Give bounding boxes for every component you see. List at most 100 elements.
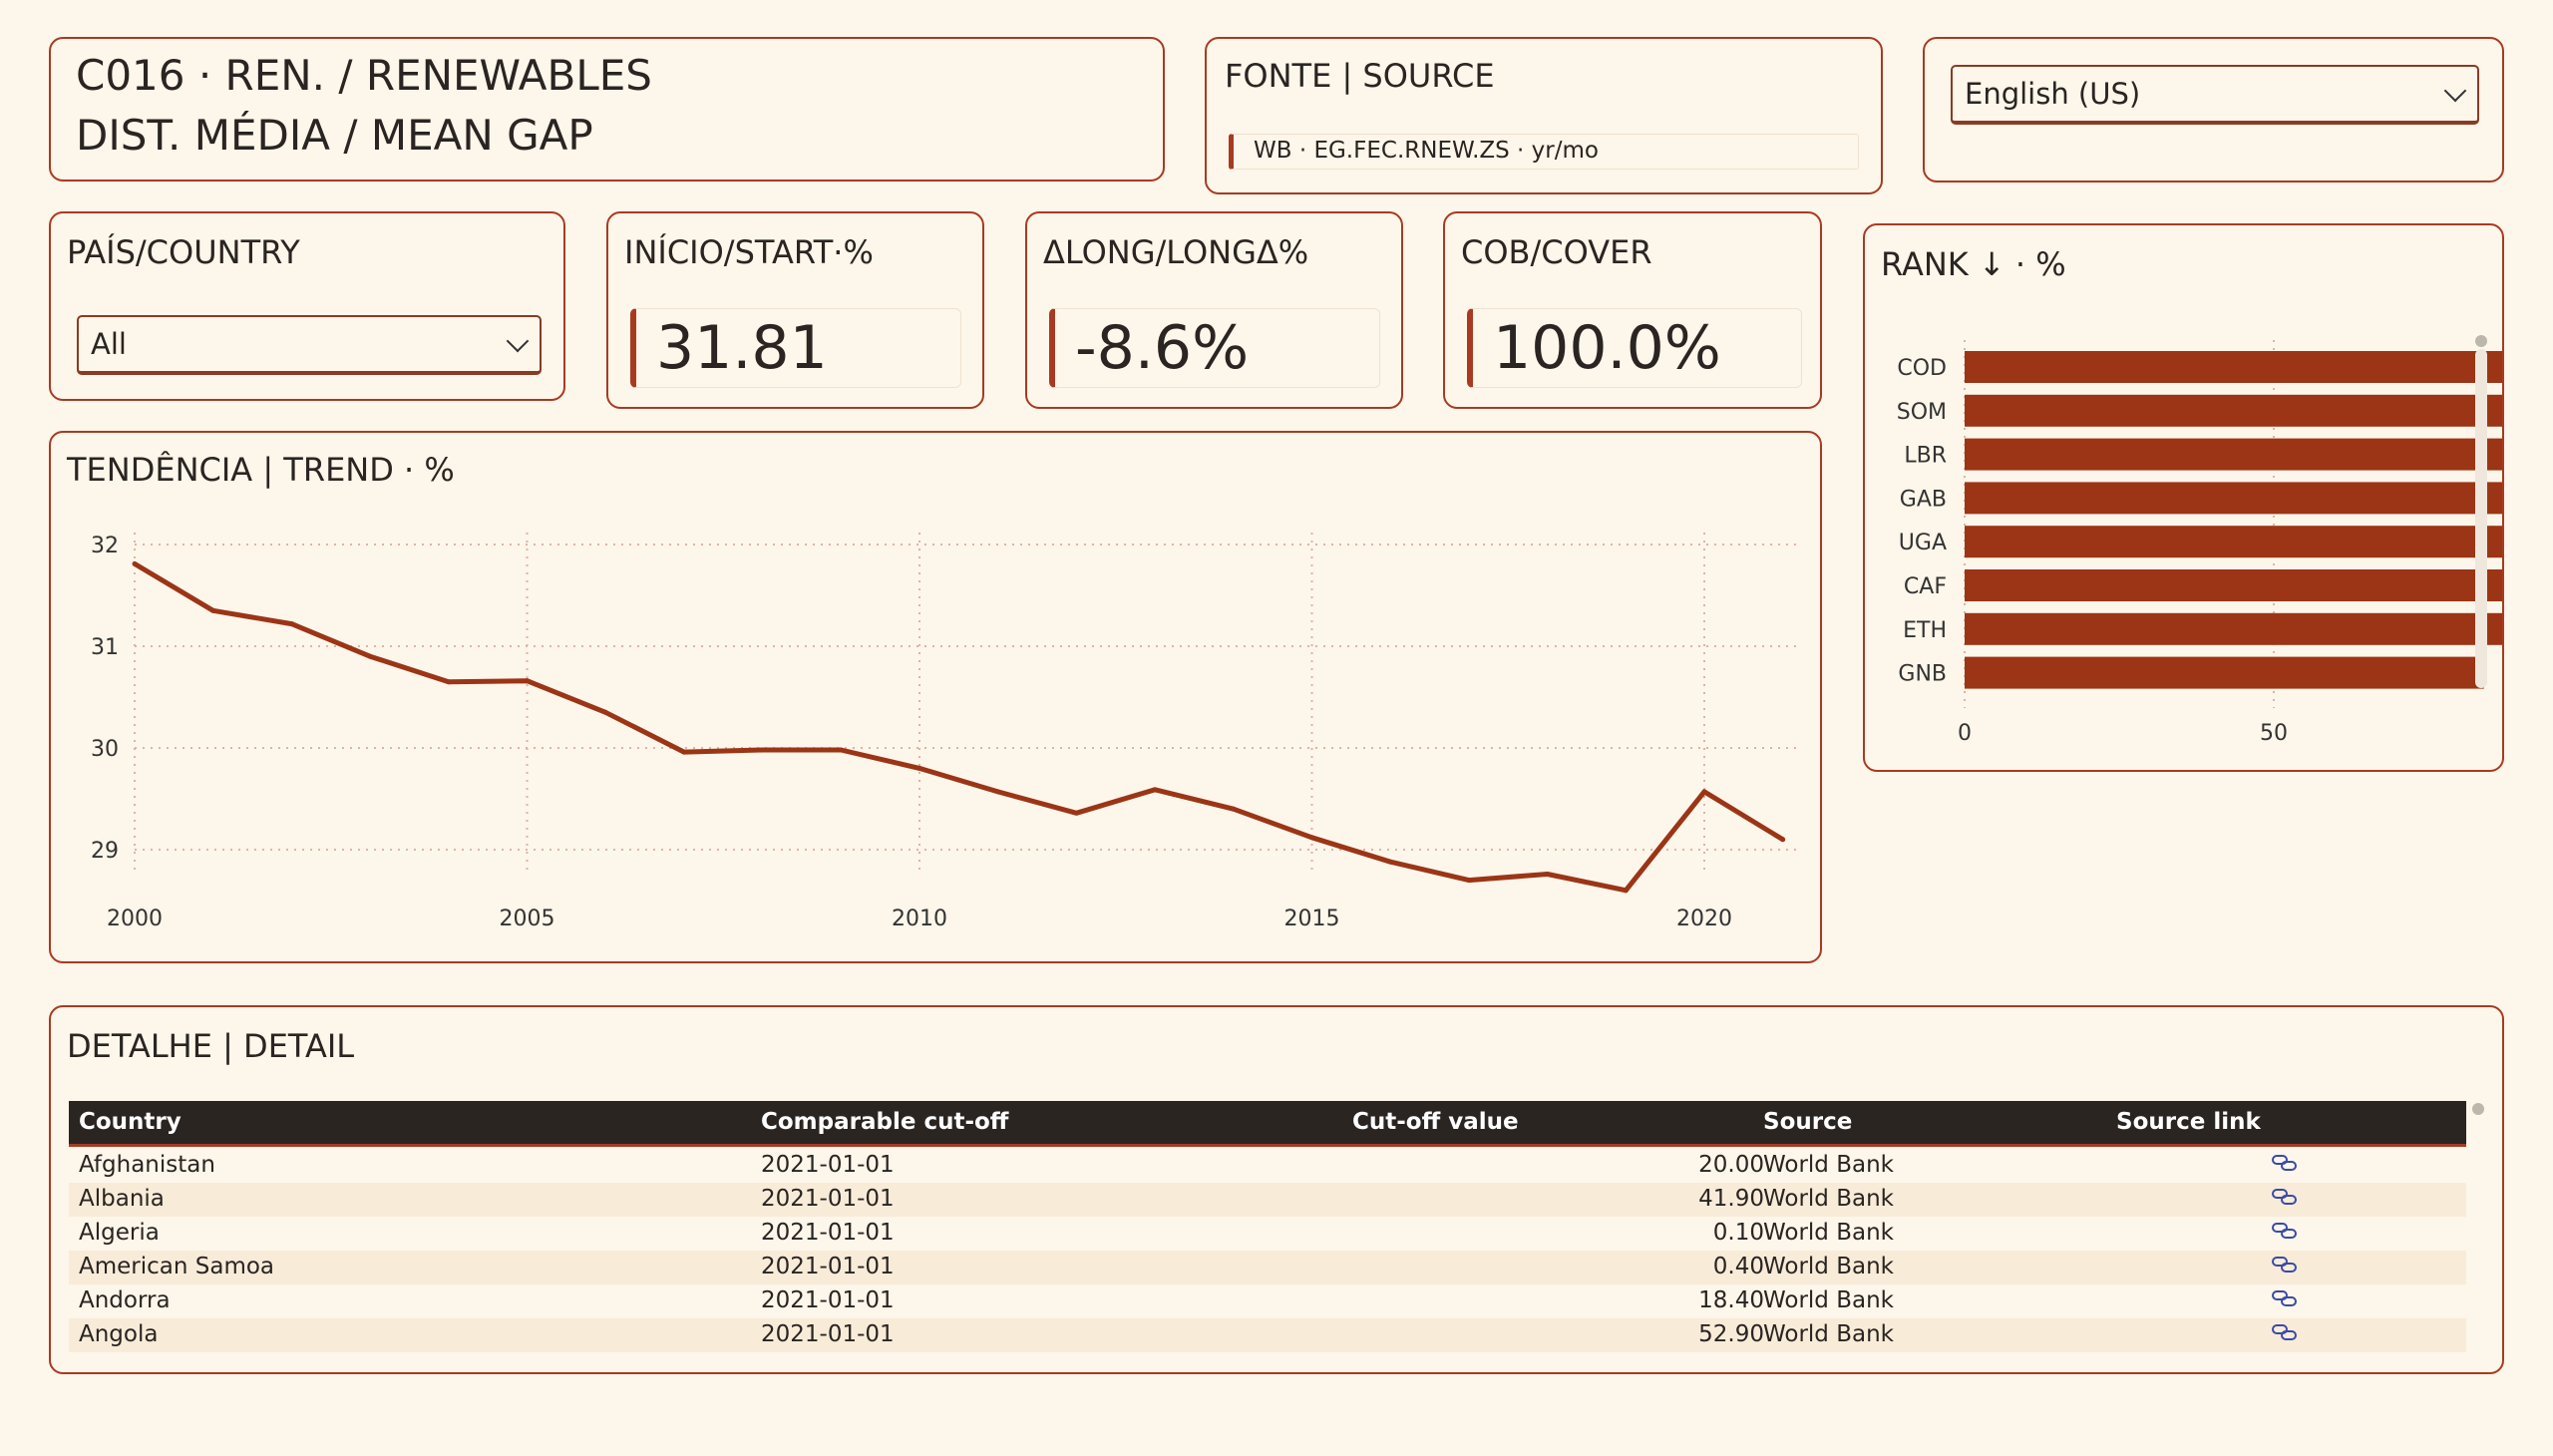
trend-point[interactable] [916,765,922,771]
rank-bar[interactable] [1965,526,2502,558]
trend-point[interactable] [210,607,216,613]
trend-series-line [133,561,1784,894]
rank-scroll-handle[interactable] [2475,335,2487,347]
trend-point[interactable] [681,749,687,755]
rank-bar[interactable] [1965,351,2502,383]
link-icon[interactable] [2271,1288,2299,1308]
title-line-1: C016 · REN. / RENEWABLES [76,51,652,100]
cell-cutoff: 2021-01-01 [761,1254,895,1279]
cell-country: Albania [79,1186,165,1212]
y-tick-label: 32 [91,534,119,558]
x-tick-label: 0 [1958,721,1972,746]
country-filter-card: PAÍS/COUNTRY All [49,211,565,401]
column-header-source-link[interactable]: Source link [2116,1109,2261,1135]
trend-point[interactable] [132,560,138,566]
source-label: FONTE | SOURCE [1225,57,1495,95]
x-tick-label: 2000 [107,907,163,931]
kpi-value-change: -8.6% [1049,308,1380,388]
rank-category-label: UGA [1899,531,1947,555]
rank-card: RANK ↓ · % 0 50 COD SOM LBR GAB UGA CAF ETH GNB [1863,223,2504,772]
column-header-source[interactable]: Source [1763,1109,1853,1135]
x-tick-label: 2020 [1676,907,1732,931]
language-selected: English (US) [1965,77,2141,111]
trend-point[interactable] [1545,871,1551,877]
trend-point[interactable] [288,621,294,627]
cell-country: Andorra [79,1287,171,1313]
table-row[interactable]: Albania 2021-01-01 41.90 World Bank [69,1183,2466,1217]
y-tick-label: 31 [91,635,119,660]
table-row[interactable]: Angola 2021-01-01 52.90 World Bank [69,1318,2466,1352]
trend-point[interactable] [760,747,766,753]
cell-source: World Bank [1763,1220,1894,1246]
trend-point[interactable] [1623,888,1629,894]
cell-country: Afghanistan [79,1152,215,1178]
trend-point[interactable] [446,679,452,685]
rank-bar[interactable] [1965,482,2502,515]
trend-point[interactable] [1387,859,1393,865]
y-tick-label: 29 [91,839,119,864]
x-tick-label: 2005 [500,907,555,931]
trend-point[interactable] [1231,806,1237,812]
kpi-card-start: INÍCIO/START·% 31.81 [606,211,984,409]
trend-point[interactable] [602,709,608,715]
title-card: C016 · REN. / RENEWABLES DIST. MÉDIA / M… [49,37,1165,182]
table-header: Country Comparable cut-off Cut-off value… [69,1101,2466,1147]
link-icon[interactable] [2271,1153,2299,1173]
cell-cutoff: 2021-01-01 [761,1287,895,1313]
trend-chart: 29 30 31 32 2000 2005 2010 2015 2020 [91,533,1801,931]
cell-value: 41.90 [1698,1186,1764,1212]
rank-bar[interactable] [1965,569,2502,601]
trend-point[interactable] [1073,810,1079,816]
x-tick-label: 50 [2260,721,2288,746]
trend-point[interactable] [1780,837,1786,843]
link-icon[interactable] [2271,1221,2299,1241]
kpi-card-cover: COB/COVER 100.0% [1443,211,1822,409]
kpi-label-start: INÍCIO/START·% [624,233,874,271]
column-header-country[interactable]: Country [79,1109,182,1135]
trend-point[interactable] [1701,789,1707,795]
rank-category-label: GNB [1898,662,1947,687]
cell-cutoff: 2021-01-01 [761,1186,895,1212]
chevron-down-icon [2443,79,2467,103]
trend-point[interactable] [838,747,844,753]
country-filter-label: PAÍS/COUNTRY [67,233,300,271]
rank-category-label: GAB [1900,487,1947,512]
column-header-value[interactable]: Cut-off value [1352,1109,1519,1135]
kpi-value-cover: 100.0% [1467,308,1802,388]
table-scroll-handle[interactable] [2472,1103,2484,1115]
rank-scrollbar[interactable] [2475,349,2487,688]
trend-point[interactable] [525,678,530,684]
trend-point[interactable] [367,653,373,659]
language-dropdown[interactable]: English (US) [1951,65,2479,125]
cell-value: 20.00 [1698,1152,1764,1178]
cell-value: 18.40 [1698,1287,1764,1313]
rank-category-label: SOM [1897,400,1947,425]
rank-bar[interactable] [1965,656,2484,689]
trend-card: TENDÊNCIA | TREND · % 29 30 31 32 2000 2005 20… [49,431,1822,963]
rank-category-label: COD [1897,356,1947,381]
kpi-label-cover: COB/COVER [1461,233,1652,271]
table-row[interactable]: Afghanistan 2021-01-01 20.00 World Bank [69,1149,2466,1183]
kpi-value-start: 31.81 [630,308,961,388]
rank-title: RANK ↓ · % [1881,245,2066,283]
trend-point[interactable] [1466,878,1472,884]
country-dropdown[interactable]: All [77,315,542,375]
trend-point[interactable] [1152,787,1158,793]
link-icon[interactable] [2271,1322,2299,1342]
trend-point[interactable] [1309,835,1314,841]
link-icon[interactable] [2271,1255,2299,1274]
table-row[interactable]: Algeria 2021-01-01 0.10 World Bank [69,1217,2466,1251]
title-line-2: DIST. MÉDIA / MEAN GAP [76,111,593,160]
table-row[interactable]: American Samoa 2021-01-01 0.40 World Bank [69,1251,2466,1284]
cell-source: World Bank [1763,1287,1894,1313]
rank-bar[interactable] [1965,438,2502,471]
column-header-cutoff[interactable]: Comparable cut-off [761,1109,1009,1135]
link-icon[interactable] [2271,1187,2299,1207]
rank-bar[interactable] [1965,612,2502,645]
cell-cutoff: 2021-01-01 [761,1152,895,1178]
rank-bar[interactable] [1965,394,2502,427]
chevron-down-icon [506,329,530,353]
table-row[interactable]: Andorra 2021-01-01 18.40 World Bank [69,1284,2466,1318]
x-tick-label: 2015 [1284,907,1340,931]
trend-point[interactable] [995,789,1001,795]
